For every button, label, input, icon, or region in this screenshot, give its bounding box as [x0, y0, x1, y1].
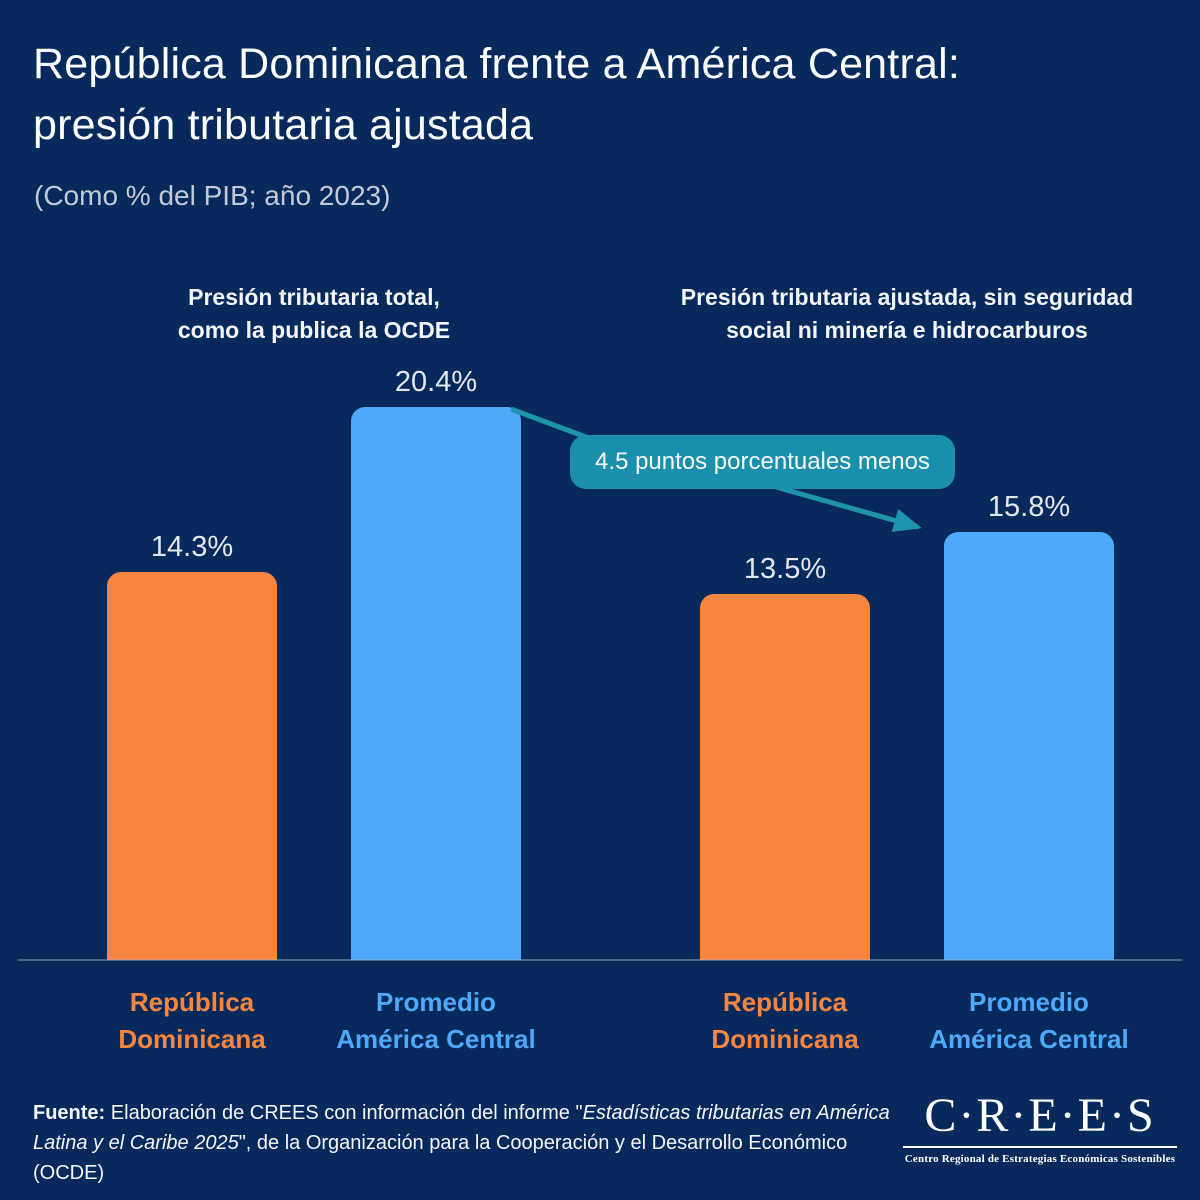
bar-slot-rd-ajustada: 13.5%: [650, 553, 920, 960]
chart-subtitle: (Como % del PIB; año 2023): [34, 180, 391, 211]
chart-title: República Dominicana frente a América Ce…: [33, 34, 960, 156]
bar-value-label: 15.8%: [987, 491, 1071, 523]
category-line: América Central: [336, 1023, 536, 1054]
category-label-ac-total: Promedio América Central: [301, 984, 571, 1058]
group-label-ajustada-line-1: Presión tributaria ajustada, sin segurid…: [680, 284, 1134, 310]
bar-slot-ac-total: 20.4%: [301, 366, 571, 960]
bar-slot-ac-ajustada: 15.8%: [894, 491, 1164, 960]
category-label-ac-ajustada: Promedio América Central: [894, 984, 1164, 1058]
annotation-callout: 4.5 puntos porcentuales menos: [570, 435, 955, 489]
category-line: República: [129, 987, 255, 1017]
category-line: Dominicana: [118, 1023, 266, 1054]
chart-title-line-2: presión tributaria ajustada: [33, 101, 534, 150]
group-label-total-line-1: Presión tributaria total,: [188, 284, 440, 310]
crees-logo: C·R·E·E·S Centro Regional de Estrategias…: [895, 1089, 1185, 1165]
bar-value-label: 20.4%: [394, 366, 478, 398]
bar-value-label: 13.5%: [743, 553, 827, 585]
group-label-ajustada: Presión tributaria ajustada, sin segurid…: [657, 281, 1157, 346]
bar-slot-rd-total: 14.3%: [57, 531, 327, 960]
category-label-rd-total: República Dominicana: [57, 984, 327, 1058]
source-note: Fuente: Elaboración de CREES con informa…: [33, 1102, 890, 1184]
bar-promedio-america-central-total: [351, 407, 521, 960]
chart-title-line-1: República Dominicana frente a América Ce…: [33, 40, 960, 88]
category-line: República: [722, 987, 848, 1017]
group-label-ajustada-line-2: social ni minería e hidrocarburos: [726, 316, 1088, 343]
group-label-total: Presión tributaria total, como la public…: [64, 281, 564, 346]
x-axis-line: [18, 959, 1182, 961]
category-line: América Central: [929, 1023, 1129, 1054]
bar-republica-dominicana-ajustada: [700, 594, 870, 960]
bar-republica-dominicana-total: [107, 572, 277, 960]
category-line: Dominicana: [711, 1023, 859, 1054]
logo-divider-line: [903, 1145, 1177, 1148]
crees-wordmark: C·R·E·E·S: [924, 1089, 1156, 1142]
crees-tagline: Centro Regional de Estrategias Económica…: [904, 1152, 1176, 1165]
category-line: Promedio: [969, 987, 1089, 1017]
bar-promedio-america-central-ajustada: [944, 532, 1114, 960]
group-label-total-line-2: como la publica la OCDE: [177, 316, 451, 343]
bar-value-label: 14.3%: [150, 531, 234, 563]
category-label-rd-ajustada: República Dominicana: [650, 984, 920, 1058]
category-line: Promedio: [376, 987, 496, 1017]
